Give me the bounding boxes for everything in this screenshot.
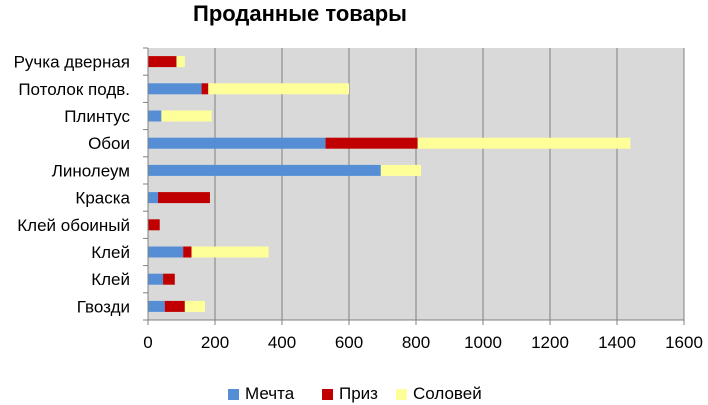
- category-label: Краска: [75, 189, 130, 208]
- bar-solovey: [208, 83, 349, 95]
- bar-priz: [158, 192, 210, 204]
- x-tick-label: 1000: [464, 333, 502, 352]
- bar-mechta: [148, 273, 164, 285]
- bar-priz: [201, 83, 209, 95]
- bar-solovey: [176, 56, 185, 68]
- bar-priz: [148, 56, 177, 68]
- legend-item-priz: Приз: [322, 383, 378, 405]
- chart-title: Проданные товары: [193, 1, 407, 26]
- legend-swatch-solovey: [396, 388, 407, 400]
- category-label: Клей: [91, 270, 130, 289]
- category-label: Гвозди: [77, 297, 130, 316]
- bar-mechta: [148, 110, 162, 122]
- x-tick-label: 600: [335, 333, 363, 352]
- legend-item-mechta: Мечта: [228, 383, 294, 405]
- legend-swatch-mechta: [228, 388, 239, 400]
- bar-priz: [148, 219, 160, 231]
- category-label: Клей обоиный: [17, 216, 130, 235]
- bar-mechta: [148, 300, 165, 312]
- x-tick-label: 1600: [665, 333, 703, 352]
- bar-solovey: [380, 164, 422, 176]
- legend-label-solovey: Соловей: [413, 384, 482, 403]
- legend-item-solovey: Соловей: [396, 383, 482, 405]
- category-label: Клей: [91, 243, 130, 262]
- bar-mechta: [148, 164, 381, 176]
- category-label: Плинтус: [64, 107, 130, 126]
- x-tick-label: 400: [268, 333, 296, 352]
- category-label: Линолеум: [52, 161, 130, 180]
- x-tick-label: 1400: [598, 333, 636, 352]
- legend-label-mechta: Мечта: [245, 384, 295, 403]
- category-label: Ручка дверная: [14, 53, 130, 72]
- x-tick-label: 800: [402, 333, 430, 352]
- bar-mechta: [148, 137, 326, 149]
- bar-solovey: [191, 246, 269, 258]
- bar-mechta: [148, 83, 202, 95]
- bar-solovey: [417, 137, 631, 149]
- category-label: Потолок подв.: [18, 80, 130, 99]
- category-label: Обои: [88, 134, 130, 153]
- x-tick-label: 200: [201, 333, 229, 352]
- bar-priz: [163, 273, 175, 285]
- bar-priz: [183, 246, 192, 258]
- chart-svg: Гвозди Клей Клей Клей обоиный Краска Линолеум…: [14, 47, 703, 352]
- legend-label-priz: Приз: [339, 384, 378, 403]
- legend-swatch-priz: [322, 388, 333, 400]
- bar-mechta: [148, 246, 184, 258]
- bar-priz: [325, 137, 418, 149]
- bar-priz: [164, 300, 185, 312]
- x-tick-label: 1200: [531, 333, 569, 352]
- bar-solovey: [184, 300, 205, 312]
- bar-solovey: [161, 110, 212, 122]
- legend: Мечта Приз Соловей: [0, 383, 708, 405]
- x-tick-label: 0: [143, 333, 152, 352]
- bar-mechta: [148, 192, 159, 204]
